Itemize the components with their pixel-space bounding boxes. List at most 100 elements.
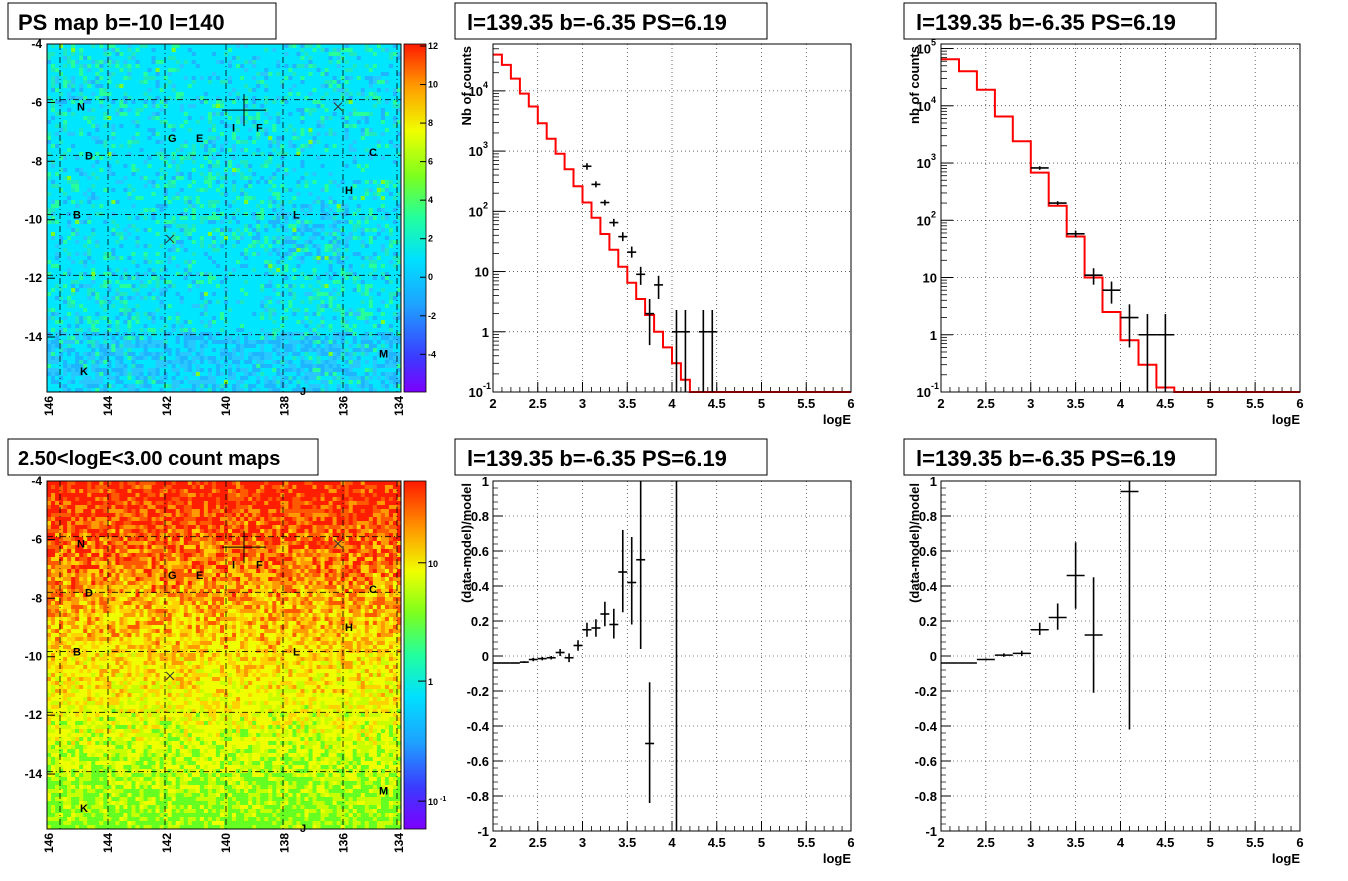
map-pixel <box>175 252 181 257</box>
map-pixel <box>207 244 213 249</box>
map-pixel <box>332 240 338 245</box>
map-pixel <box>219 228 225 233</box>
map-pixel <box>376 260 382 265</box>
map-pixel <box>91 196 96 201</box>
map-pixel <box>79 72 84 77</box>
map-pixel <box>232 256 237 261</box>
map-pixel <box>240 172 245 177</box>
map-pixel <box>51 184 56 189</box>
map-pixel <box>344 244 350 249</box>
map-pixel <box>240 196 245 201</box>
map-pixel <box>352 84 358 89</box>
map-pixel <box>55 208 60 213</box>
map-pixel <box>232 160 237 165</box>
map-pixel <box>127 148 132 153</box>
map-pixel <box>284 188 289 193</box>
map-pixel <box>232 248 237 253</box>
map-pixel <box>276 120 281 125</box>
map-pixel <box>179 104 185 109</box>
map-pixel <box>236 196 241 201</box>
map-pixel <box>139 108 144 113</box>
map-pixel <box>328 116 334 121</box>
map-pixel <box>163 164 169 169</box>
map-pixel <box>115 240 120 245</box>
map-pixel <box>143 100 148 105</box>
map-pixel <box>99 228 104 233</box>
map-pixel <box>384 108 390 113</box>
map-pixel <box>272 236 277 241</box>
map-pixel <box>187 140 193 145</box>
map-pixel <box>179 260 185 265</box>
map-pixel <box>135 84 140 89</box>
map-pixel <box>83 244 88 249</box>
map-pixel <box>95 116 100 121</box>
map-pixel <box>376 48 382 53</box>
map-pixel <box>312 56 317 61</box>
map-pixel <box>336 260 342 265</box>
map-pixel <box>236 248 241 253</box>
map-pixel <box>320 64 325 69</box>
map-pixel <box>207 268 213 273</box>
map-pixel <box>95 144 100 149</box>
map-pixel <box>171 108 177 113</box>
map-pixel <box>147 260 152 265</box>
map-pixel <box>268 144 273 149</box>
map-pixel <box>288 164 293 169</box>
map-pixel <box>332 80 338 85</box>
map-pixel <box>336 168 342 173</box>
map-pixel <box>268 108 273 113</box>
map-pixel <box>139 64 144 69</box>
map-pixel <box>276 236 281 241</box>
map-pixel <box>296 128 301 133</box>
map-pixel <box>380 236 386 241</box>
map-pixel <box>368 116 374 121</box>
map-pixel <box>228 100 233 105</box>
map-pixel <box>300 80 305 85</box>
map-pixel <box>131 52 136 57</box>
map-pixel <box>199 128 205 133</box>
map-pixel <box>348 180 354 185</box>
map-pixel <box>135 76 140 81</box>
map-pixel <box>316 176 321 181</box>
map-pixel <box>155 120 161 125</box>
map-pixel <box>284 64 289 69</box>
map-pixel <box>75 148 80 153</box>
map-pixel <box>111 208 116 213</box>
map-pixel <box>304 196 309 201</box>
map-pixel <box>103 48 108 53</box>
map-pixel <box>352 200 358 205</box>
map-pixel <box>248 116 253 121</box>
map-pixel <box>183 52 189 57</box>
map-pixel <box>344 264 350 269</box>
map-pixel <box>228 156 233 161</box>
map-pixel <box>143 140 148 145</box>
map-pixel <box>240 56 245 61</box>
map-pixel <box>288 176 293 181</box>
map-pixel <box>288 48 293 53</box>
map-pixel <box>87 48 92 53</box>
map-pixel <box>296 112 301 117</box>
map-pixel <box>384 128 390 133</box>
map-pixel <box>260 208 265 213</box>
map-pixel <box>300 180 305 185</box>
map-pixel <box>228 260 233 265</box>
map-pixel <box>348 248 354 253</box>
map-pixel <box>344 64 350 69</box>
map-pixel <box>296 172 301 177</box>
map-pixel <box>232 192 237 197</box>
map-pixel <box>155 92 161 97</box>
map-pixel <box>228 144 233 149</box>
map-pixel <box>91 204 96 209</box>
map-pixel <box>380 240 386 245</box>
map-pixel <box>171 48 177 53</box>
map-pixel <box>63 168 68 173</box>
map-pixel <box>312 168 317 173</box>
map-pixel <box>312 228 317 233</box>
map-pixel <box>127 116 132 121</box>
map-pixel <box>203 52 209 57</box>
map-pixel <box>75 116 80 121</box>
map-pixel <box>127 188 132 193</box>
map-pixel <box>332 196 338 201</box>
map-pixel <box>103 120 108 125</box>
map-pixel <box>147 208 152 213</box>
